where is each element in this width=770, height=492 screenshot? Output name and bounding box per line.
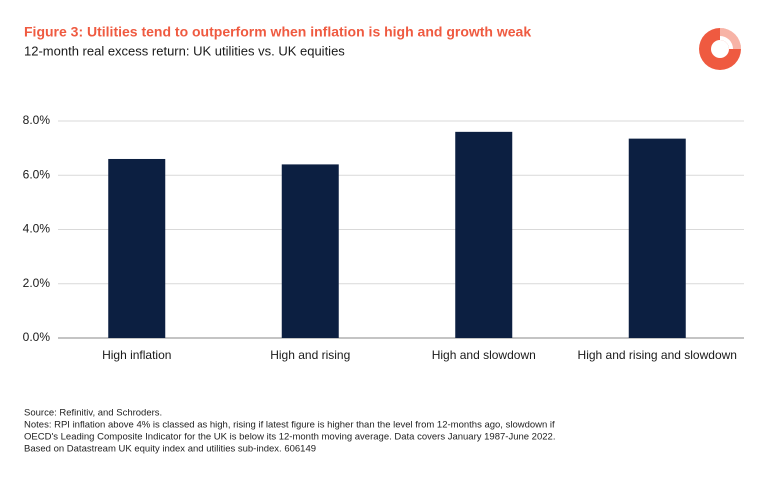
y-tick-label: 6.0%	[23, 167, 51, 181]
footnote: OECD's Leading Composite Indicator for t…	[24, 432, 555, 443]
logo	[699, 28, 741, 70]
bar	[108, 158, 166, 338]
chart-subtitle: 12-month real excess return: UK utilitie…	[24, 43, 345, 58]
footnote: Based on Datastream UK equity index and …	[24, 444, 316, 455]
x-tick-label: High and rising and slowdown	[578, 348, 737, 362]
y-tick-label: 8.0%	[23, 113, 51, 127]
bar	[281, 164, 339, 338]
y-tick-label: 0.0%	[23, 330, 51, 344]
x-tick-label: High inflation	[102, 348, 171, 362]
x-tick-label: High and slowdown	[432, 348, 536, 362]
bar	[628, 138, 686, 338]
y-tick-label: 2.0%	[23, 276, 51, 290]
footnote: Source: Refinitiv, and Schroders.	[24, 408, 162, 419]
chart-title: Figure 3: Utilities tend to outperform w…	[24, 24, 531, 40]
bar	[455, 131, 513, 338]
footnote: Notes: RPI inflation above 4% is classed…	[24, 420, 555, 431]
x-tick-label: High and rising	[270, 348, 350, 362]
y-tick-label: 4.0%	[23, 222, 51, 236]
